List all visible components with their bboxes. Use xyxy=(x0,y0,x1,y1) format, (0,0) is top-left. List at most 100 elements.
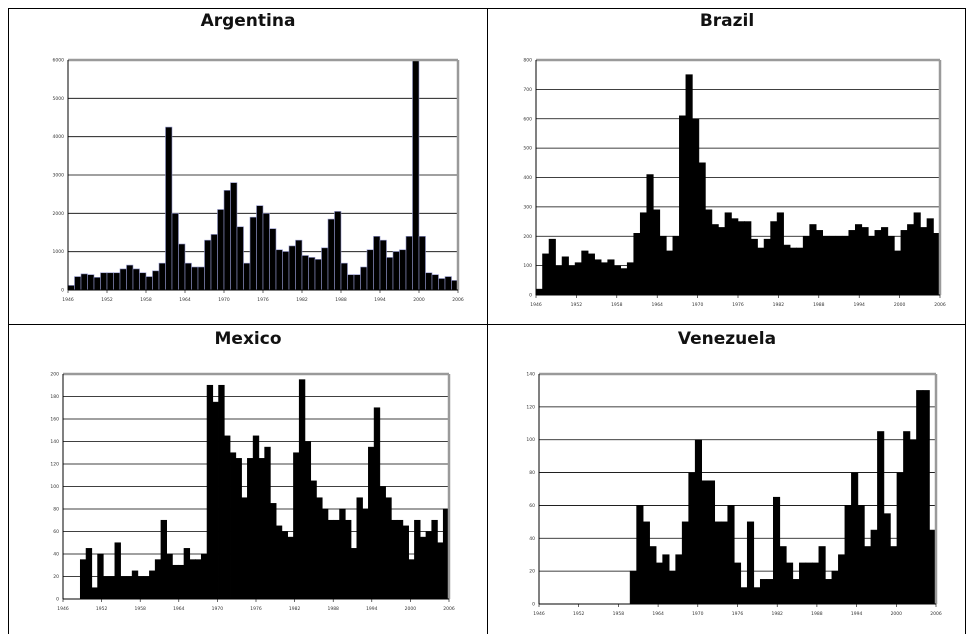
mexico-bar xyxy=(362,508,369,600)
venezuela-x-tick-label: 1946 xyxy=(533,611,545,617)
frame-divider-vertical xyxy=(487,8,488,634)
argentina-bar xyxy=(184,262,192,291)
frame-left-border xyxy=(8,8,9,634)
mexico-bar xyxy=(206,384,214,600)
mexico-bar xyxy=(235,458,242,600)
venezuela-y-tick-label: 60 xyxy=(529,503,535,509)
brazil-bar xyxy=(718,227,726,296)
brazil-bar xyxy=(841,235,850,296)
argentina-bar xyxy=(301,255,309,291)
mexico-x-tick-label: 1988 xyxy=(327,606,339,612)
mexico-bar xyxy=(344,519,352,600)
mexico-x-tick-label: 1964 xyxy=(173,606,185,612)
brazil-bar xyxy=(633,233,641,296)
argentina-y-tick-label: 0 xyxy=(61,288,64,294)
brazil-x-tick-label: 1952 xyxy=(571,302,583,308)
brazil-bar xyxy=(796,247,804,296)
venezuela-bar xyxy=(655,562,663,605)
venezuela-bar xyxy=(727,505,735,605)
venezuela-bar xyxy=(694,439,703,605)
venezuela-bar xyxy=(629,570,637,605)
venezuela-x-tick-label: 1988 xyxy=(811,611,823,617)
mexico-x-tick-label: 2006 xyxy=(443,606,455,612)
mexico-bar xyxy=(229,452,237,600)
brazil-x-tick-label: 1964 xyxy=(651,302,663,308)
brazil-x-tick-label: 1958 xyxy=(611,302,623,308)
argentina-bar xyxy=(262,213,270,291)
brazil-bar xyxy=(659,235,667,296)
brazil-bar xyxy=(744,221,752,296)
brazil-bar xyxy=(600,262,608,296)
brazil-bar xyxy=(789,247,797,296)
brazil-x-tick-label: 2006 xyxy=(934,302,946,308)
mexico-bar xyxy=(275,525,283,600)
venezuela-bar xyxy=(825,579,833,605)
mexico-bar xyxy=(195,559,202,600)
brazil-bar xyxy=(776,212,784,296)
argentina-bar xyxy=(87,274,95,291)
argentina-bar xyxy=(113,272,121,291)
argentina-bar xyxy=(275,249,283,291)
mexico-bar xyxy=(391,519,398,600)
argentina-bar xyxy=(249,216,257,291)
mexico-bar xyxy=(114,542,121,600)
mexico-x-tick-label: 1994 xyxy=(366,606,378,612)
venezuela-bar xyxy=(772,496,781,605)
brazil-bar xyxy=(535,288,543,296)
venezuela-bar xyxy=(701,480,709,605)
argentina-bar xyxy=(444,276,452,291)
mexico-bar xyxy=(333,519,340,600)
venezuela-y-tick-label: 0 xyxy=(532,602,535,608)
venezuela-bar xyxy=(675,554,683,605)
brazil-y-tick-label: 100 xyxy=(523,263,532,269)
argentina-bar xyxy=(360,266,368,291)
mexico-bar xyxy=(379,486,386,600)
chart-title-brazil: Brazil xyxy=(699,11,755,31)
mexico-y-tick-label: 200 xyxy=(50,372,59,378)
brazil-bar xyxy=(854,224,863,296)
venezuela-bar xyxy=(851,472,859,605)
brazil-bar xyxy=(802,235,810,296)
venezuela-bar xyxy=(668,570,676,605)
argentina-bar xyxy=(379,239,387,291)
brazil-bar xyxy=(815,230,824,296)
mexico-bar xyxy=(247,458,254,600)
venezuela-bar xyxy=(916,390,924,605)
panel-argentina: Argentina xyxy=(10,8,486,323)
mexico-bar xyxy=(212,401,219,600)
brazil-bar xyxy=(737,221,745,296)
argentina-bar xyxy=(340,262,348,291)
brazil-y-tick-label: 0 xyxy=(529,293,532,299)
mexico-y-tick-label: 60 xyxy=(53,529,59,535)
brazil-bar xyxy=(887,235,895,296)
argentina-x-tick-label: 1958 xyxy=(140,297,152,303)
venezuela-bar xyxy=(896,472,904,605)
brazil-bar xyxy=(828,235,837,296)
brazil-bar xyxy=(666,250,674,296)
brazil-y-tick-label: 400 xyxy=(523,175,532,181)
argentina-bar xyxy=(67,285,75,291)
venezuela-x-tick-label: 1982 xyxy=(771,611,783,617)
venezuela-bar xyxy=(812,562,820,605)
venezuela-bar xyxy=(838,554,846,605)
brazil-bar xyxy=(607,259,615,296)
argentina-x-tick-label: 1946 xyxy=(62,297,74,303)
mexico-x-tick-label: 1958 xyxy=(134,606,146,612)
mexico-bar xyxy=(425,531,433,600)
mexico-bar xyxy=(356,497,363,600)
mexico-bar xyxy=(431,519,438,600)
brazil-bar xyxy=(626,262,635,296)
argentina-bar xyxy=(178,243,186,291)
brazil-bar xyxy=(620,268,628,296)
mexico-bar xyxy=(85,548,93,600)
frame-top-border xyxy=(8,8,966,9)
mexico-bar xyxy=(327,519,335,600)
argentina-bar xyxy=(334,211,342,291)
brazil-x-tick-label: 1970 xyxy=(692,302,704,308)
venezuela-bar xyxy=(688,472,696,605)
venezuela-bar xyxy=(818,546,826,605)
brazil-bar xyxy=(750,238,758,296)
argentina-bar xyxy=(373,236,381,291)
mexico-y-tick-label: 80 xyxy=(53,507,59,513)
mexico-bar xyxy=(126,576,133,600)
